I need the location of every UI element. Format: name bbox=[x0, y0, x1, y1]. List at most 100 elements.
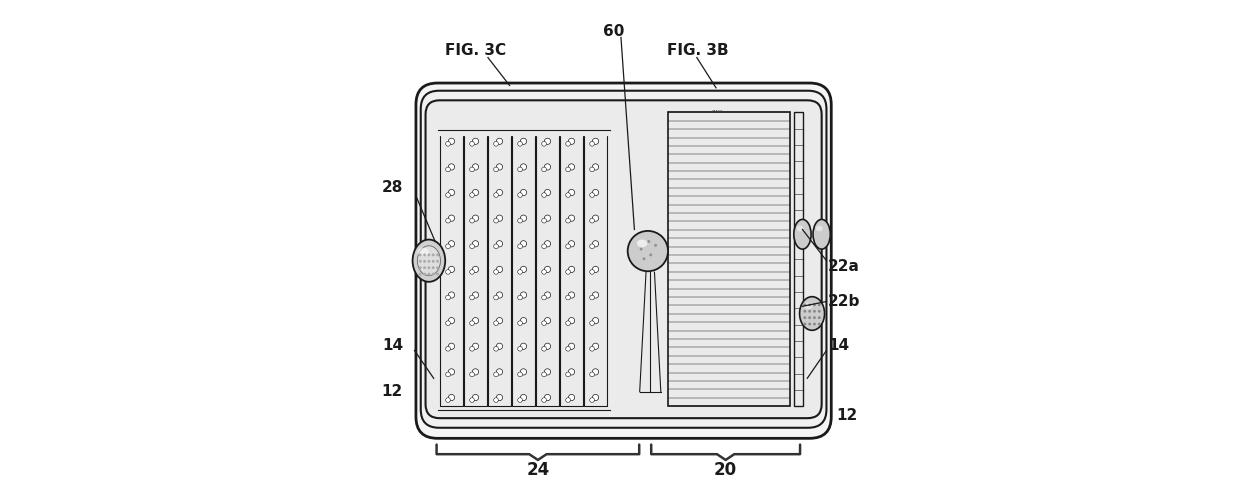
Circle shape bbox=[472, 292, 479, 299]
Circle shape bbox=[647, 240, 650, 243]
Circle shape bbox=[521, 216, 527, 222]
Circle shape bbox=[449, 292, 455, 299]
Circle shape bbox=[813, 304, 816, 307]
Text: FIG. 3B: FIG. 3B bbox=[667, 43, 729, 58]
Circle shape bbox=[565, 168, 570, 172]
Circle shape bbox=[542, 372, 547, 377]
Circle shape bbox=[544, 344, 551, 349]
Circle shape bbox=[804, 310, 806, 313]
Circle shape bbox=[419, 267, 422, 270]
Circle shape bbox=[419, 260, 422, 263]
Circle shape bbox=[472, 241, 479, 247]
Circle shape bbox=[518, 244, 522, 249]
Circle shape bbox=[423, 267, 427, 270]
Text: 22b: 22b bbox=[828, 293, 861, 308]
Circle shape bbox=[518, 168, 522, 172]
Circle shape bbox=[590, 270, 594, 275]
Circle shape bbox=[472, 165, 479, 171]
Circle shape bbox=[568, 395, 574, 401]
Circle shape bbox=[518, 372, 522, 377]
Circle shape bbox=[470, 347, 475, 351]
Circle shape bbox=[593, 190, 599, 196]
Circle shape bbox=[521, 395, 527, 401]
Circle shape bbox=[496, 216, 502, 222]
Circle shape bbox=[642, 258, 646, 261]
Circle shape bbox=[436, 254, 439, 257]
Circle shape bbox=[593, 292, 599, 299]
Circle shape bbox=[818, 323, 821, 326]
Circle shape bbox=[518, 270, 522, 275]
Circle shape bbox=[568, 216, 574, 222]
Circle shape bbox=[449, 216, 455, 222]
Text: 12: 12 bbox=[836, 407, 857, 422]
Circle shape bbox=[542, 142, 547, 147]
Circle shape bbox=[542, 347, 547, 351]
Circle shape bbox=[472, 318, 479, 324]
Text: 24: 24 bbox=[526, 460, 549, 478]
Circle shape bbox=[445, 168, 450, 172]
Circle shape bbox=[472, 344, 479, 349]
Circle shape bbox=[593, 344, 599, 349]
Circle shape bbox=[808, 310, 811, 313]
Circle shape bbox=[542, 219, 547, 224]
Circle shape bbox=[593, 318, 599, 324]
Ellipse shape bbox=[418, 246, 440, 276]
Circle shape bbox=[568, 292, 574, 299]
Circle shape bbox=[565, 193, 570, 198]
Bar bbox=[668, 113, 790, 406]
Circle shape bbox=[432, 260, 435, 263]
Circle shape bbox=[544, 190, 551, 196]
Circle shape bbox=[494, 347, 498, 351]
Circle shape bbox=[544, 369, 551, 375]
Circle shape bbox=[568, 369, 574, 375]
Circle shape bbox=[445, 398, 450, 403]
Ellipse shape bbox=[813, 220, 831, 250]
Circle shape bbox=[494, 398, 498, 403]
Circle shape bbox=[472, 139, 479, 145]
Circle shape bbox=[423, 260, 427, 263]
Ellipse shape bbox=[804, 303, 812, 310]
Circle shape bbox=[494, 142, 498, 147]
Ellipse shape bbox=[794, 220, 811, 250]
Circle shape bbox=[470, 270, 475, 275]
Circle shape bbox=[542, 168, 547, 172]
Circle shape bbox=[494, 193, 498, 198]
Circle shape bbox=[428, 254, 430, 257]
FancyBboxPatch shape bbox=[420, 92, 827, 428]
Circle shape bbox=[565, 244, 570, 249]
Text: 20: 20 bbox=[714, 460, 738, 478]
Circle shape bbox=[542, 296, 547, 300]
Circle shape bbox=[565, 219, 570, 224]
Circle shape bbox=[436, 273, 439, 276]
Circle shape bbox=[565, 398, 570, 403]
Circle shape bbox=[472, 369, 479, 375]
Circle shape bbox=[518, 296, 522, 300]
Circle shape bbox=[565, 270, 570, 275]
Circle shape bbox=[472, 395, 479, 401]
Circle shape bbox=[653, 244, 657, 247]
Circle shape bbox=[813, 310, 816, 313]
Circle shape bbox=[449, 267, 455, 273]
Circle shape bbox=[494, 372, 498, 377]
Circle shape bbox=[436, 260, 439, 263]
Circle shape bbox=[813, 316, 816, 319]
Circle shape bbox=[494, 244, 498, 249]
Circle shape bbox=[565, 296, 570, 300]
Circle shape bbox=[518, 321, 522, 326]
Circle shape bbox=[521, 165, 527, 171]
Circle shape bbox=[521, 318, 527, 324]
Circle shape bbox=[436, 267, 439, 270]
Ellipse shape bbox=[413, 240, 445, 282]
Circle shape bbox=[496, 190, 502, 196]
Circle shape bbox=[568, 267, 574, 273]
Ellipse shape bbox=[800, 297, 825, 331]
Circle shape bbox=[496, 241, 502, 247]
Circle shape bbox=[627, 231, 668, 272]
Circle shape bbox=[542, 321, 547, 326]
Circle shape bbox=[568, 139, 574, 145]
Text: FIG. 3C: FIG. 3C bbox=[445, 43, 506, 58]
Circle shape bbox=[445, 347, 450, 351]
Circle shape bbox=[590, 168, 594, 172]
Circle shape bbox=[472, 267, 479, 273]
Circle shape bbox=[494, 321, 498, 326]
